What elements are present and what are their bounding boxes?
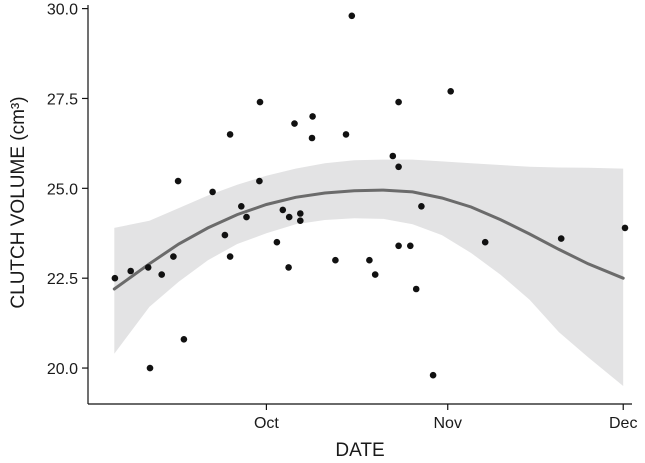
data-point-38 — [429, 371, 437, 379]
data-point-27 — [342, 131, 350, 138]
y-tick-label-30.0: 30.0 — [47, 2, 78, 19]
data-point-14 — [243, 213, 250, 221]
axes-layer: 20.0 22.5 25.0 27.5 30.0 Oct Nov Dec — [47, 2, 638, 432]
data-point-26 — [332, 256, 339, 264]
data-point-31 — [389, 152, 397, 160]
data-point-35 — [407, 242, 414, 250]
data-point-19 — [285, 264, 292, 271]
data-point-20 — [285, 213, 293, 221]
points-layer — [111, 12, 629, 379]
data-point-7 — [174, 177, 182, 185]
data-point-10 — [221, 231, 229, 239]
data-point-29 — [366, 256, 373, 264]
data-point-4 — [146, 364, 154, 372]
y-tick-label-25.0: 25.0 — [47, 181, 78, 198]
x-tick-label-oct: Oct — [254, 415, 279, 432]
data-point-34 — [395, 242, 402, 250]
data-point-17 — [273, 238, 281, 246]
data-point-5 — [158, 271, 165, 278]
data-point-36 — [412, 285, 420, 293]
data-point-22 — [297, 217, 304, 224]
y-axis-title: CLUTCH VOLUME (cm³) — [8, 96, 29, 308]
confidence-band — [114, 159, 624, 386]
data-point-39 — [447, 88, 455, 95]
data-point-2 — [127, 267, 134, 275]
x-axis-title: DATE — [335, 440, 384, 461]
data-point-18 — [279, 206, 287, 214]
fit-line-layer — [112, 188, 625, 291]
data-point-8 — [180, 336, 188, 343]
data-point-21 — [291, 120, 298, 127]
data-point-13 — [238, 203, 245, 210]
data-point-16 — [256, 98, 264, 106]
data-point-33 — [395, 98, 402, 106]
data-point-15 — [256, 177, 263, 185]
data-point-42 — [621, 224, 629, 232]
data-point-25 — [309, 113, 316, 120]
data-point-24 — [308, 134, 316, 142]
data-point-11 — [226, 131, 234, 138]
data-point-30 — [371, 271, 379, 278]
confidence-band-layer — [114, 159, 624, 386]
data-point-41 — [557, 235, 565, 242]
data-point-37 — [418, 203, 425, 210]
data-point-40 — [481, 238, 489, 246]
data-point-28 — [348, 12, 356, 20]
data-point-23 — [297, 210, 304, 217]
data-point-1 — [111, 274, 119, 282]
data-point-12 — [226, 253, 234, 260]
y-tick-label-27.5: 27.5 — [47, 91, 78, 108]
data-point-6 — [170, 253, 177, 260]
x-tick-label-nov: Nov — [434, 415, 462, 432]
x-tick-label-dec: Dec — [609, 415, 637, 432]
y-tick-label-22.5: 22.5 — [47, 271, 78, 288]
y-tick-label-20.0: 20.0 — [47, 361, 78, 378]
fit-line — [112, 188, 625, 291]
data-point-9 — [209, 188, 216, 196]
data-point-32 — [395, 163, 402, 171]
data-point-3 — [144, 264, 152, 271]
